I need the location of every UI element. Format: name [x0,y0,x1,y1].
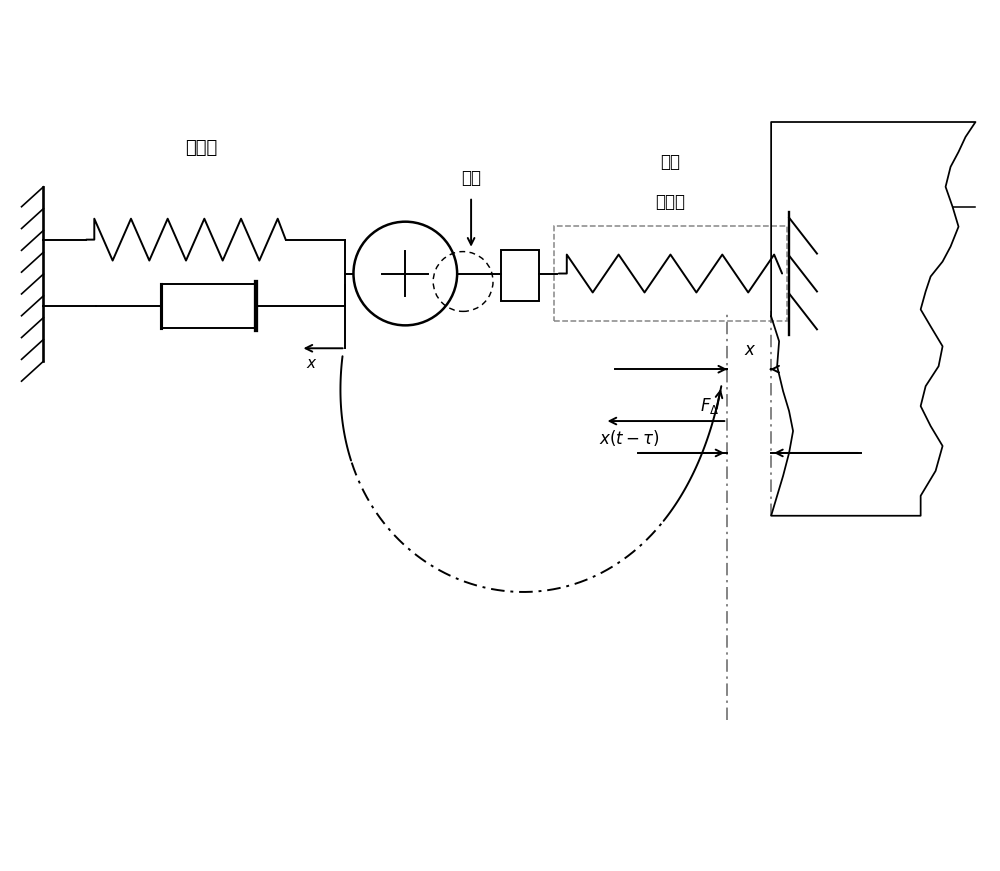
Text: 切刀: 切刀 [461,169,481,186]
Text: 磁致作: 磁致作 [655,192,685,211]
Text: 动器: 动器 [660,152,680,171]
Text: x: x [306,356,315,371]
Text: x: x [744,341,754,359]
Text: $x(t-\tau)$: $x(t-\tau)$ [599,428,659,448]
Bar [501,250,539,301]
Text: $F_{\Delta}$: $F_{\Delta}$ [700,396,719,416]
Text: 工作间: 工作间 [185,138,217,157]
